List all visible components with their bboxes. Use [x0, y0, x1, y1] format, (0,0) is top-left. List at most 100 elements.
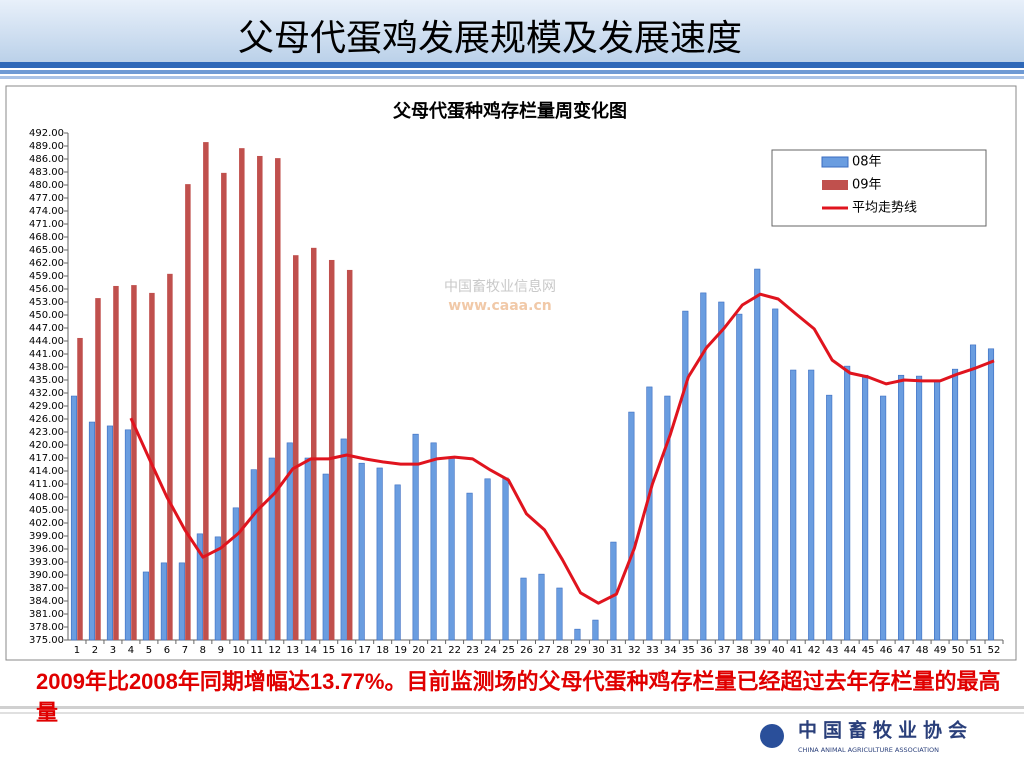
bar: [754, 268, 761, 641]
x-tick-label: 29: [574, 645, 587, 656]
x-tick-label: 47: [898, 645, 911, 656]
x-tick-label: 19: [394, 645, 407, 656]
x-tick-label: 36: [700, 645, 713, 656]
y-tick-label: 435.00: [29, 375, 64, 386]
y-tick-label: 375.00: [29, 635, 64, 646]
x-tick-label: 12: [268, 645, 281, 656]
x-tick-label: 22: [448, 645, 461, 656]
y-tick-label: 378.00: [29, 622, 64, 633]
bar: [142, 571, 149, 641]
y-tick-label: 384.00: [29, 596, 64, 607]
y-tick-label: 444.00: [29, 336, 64, 347]
legend-label: 平均走势线: [852, 200, 917, 216]
x-tick-label: 8: [200, 645, 206, 656]
y-tick-label: 450.00: [29, 310, 64, 321]
x-tick-label: 31: [610, 645, 623, 656]
bar: [221, 172, 227, 640]
x-tick-label: 24: [484, 645, 497, 656]
x-tick-label: 50: [952, 645, 965, 656]
bar: [610, 541, 617, 641]
bar: [275, 158, 281, 640]
y-tick-label: 393.00: [29, 557, 64, 568]
y-tick-label: 474.00: [29, 206, 64, 217]
x-tick-label: 39: [754, 645, 767, 656]
bar: [556, 587, 563, 641]
y-tick-label: 432.00: [29, 388, 64, 399]
bar: [898, 374, 905, 641]
bar: [466, 492, 473, 641]
bar: [664, 395, 671, 641]
y-tick-label: 477.00: [29, 193, 64, 204]
x-tick-label: 38: [736, 645, 749, 656]
x-tick-label: 17: [358, 645, 371, 656]
legend-box: [771, 149, 987, 227]
header-stripe: [0, 62, 1024, 68]
x-tick-label: 52: [988, 645, 1001, 656]
bar: [412, 433, 419, 641]
x-tick-label: 43: [826, 645, 839, 656]
y-tick-label: 492.00: [29, 128, 64, 139]
bar: [880, 395, 887, 641]
legend-swatch: [821, 156, 849, 168]
x-tick-label: 49: [934, 645, 947, 656]
y-tick-label: 423.00: [29, 427, 64, 438]
bar: [286, 442, 293, 641]
x-tick-label: 11: [250, 645, 263, 656]
x-tick-label: 40: [772, 645, 785, 656]
y-tick-label: 402.00: [29, 518, 64, 529]
x-tick-label: 32: [628, 645, 641, 656]
bar: [430, 442, 437, 641]
y-tick-label: 381.00: [29, 609, 64, 620]
y-tick-label: 489.00: [29, 141, 64, 152]
header-bg: [0, 0, 1024, 66]
y-tick-label: 387.00: [29, 583, 64, 594]
watermark: 中国畜牧业信息网: [444, 278, 556, 295]
bar: [448, 456, 455, 641]
bar: [239, 148, 245, 640]
bar: [862, 374, 869, 641]
x-tick-label: 33: [646, 645, 659, 656]
bar: [328, 259, 335, 640]
watermark: www.caaa.cn: [448, 298, 551, 314]
header-stripe: [0, 76, 1024, 79]
x-tick-label: 26: [520, 645, 533, 656]
x-tick-label: 35: [682, 645, 695, 656]
x-tick-label: 3: [110, 645, 116, 656]
bar: [574, 628, 581, 641]
bar: [358, 462, 365, 641]
bar: [394, 484, 401, 641]
y-tick-label: 390.00: [29, 570, 64, 581]
x-tick-label: 6: [164, 645, 170, 656]
bar: [214, 536, 221, 641]
bar: [826, 394, 833, 641]
bar: [718, 301, 725, 641]
x-tick-label: 28: [556, 645, 569, 656]
bar: [185, 184, 191, 640]
y-tick-label: 465.00: [29, 245, 64, 256]
chart-title: 父母代蛋种鸡存栏量周变化图: [393, 100, 627, 122]
bar: [268, 457, 275, 641]
y-tick-label: 486.00: [29, 154, 64, 165]
bar: [808, 369, 815, 641]
x-tick-label: 30: [592, 645, 605, 656]
x-tick-label: 1: [74, 645, 80, 656]
x-tick-label: 16: [340, 645, 353, 656]
legend-label: 09年: [852, 178, 882, 193]
x-tick-label: 13: [286, 645, 299, 656]
y-tick-label: 405.00: [29, 505, 64, 516]
bar: [304, 457, 311, 641]
bar: [646, 386, 653, 641]
y-tick-label: 396.00: [29, 544, 64, 555]
x-tick-label: 18: [376, 645, 389, 656]
x-tick-label: 41: [790, 645, 803, 656]
legend-label: 08年: [852, 155, 882, 170]
bar: [178, 562, 185, 641]
x-tick-label: 14: [304, 645, 317, 656]
y-tick-label: 483.00: [29, 167, 64, 178]
bar: [203, 142, 209, 640]
bar: [592, 619, 599, 641]
bar: [700, 292, 707, 641]
x-tick-label: 27: [538, 645, 551, 656]
